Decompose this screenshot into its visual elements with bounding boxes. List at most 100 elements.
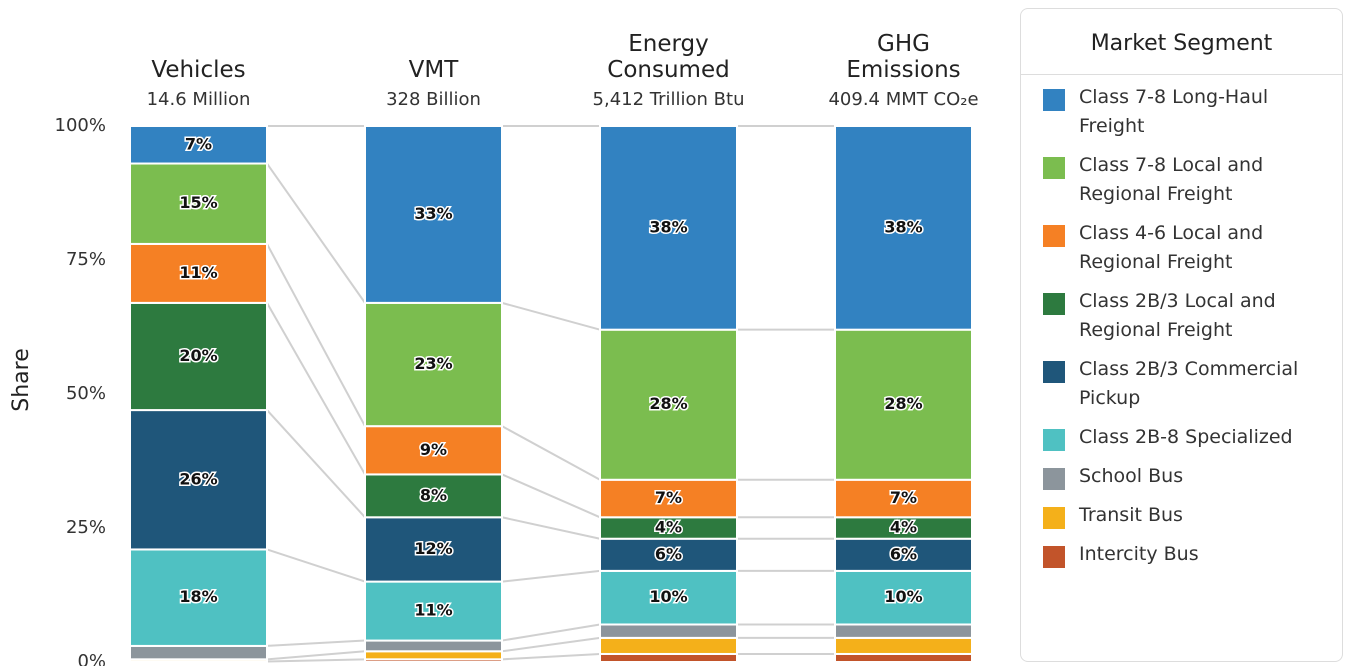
legend-label: School Bus xyxy=(1079,465,1184,487)
data-label: 10% xyxy=(649,587,687,606)
data-label: 8% xyxy=(420,485,447,504)
legend-swatch xyxy=(1043,546,1065,568)
bar-segment xyxy=(599,537,738,572)
category-subtitle: 14.6 Million xyxy=(146,89,251,110)
data-label: 7% xyxy=(655,488,682,507)
connector xyxy=(266,639,366,647)
bar-segment xyxy=(129,409,268,551)
data-label: 12% xyxy=(414,539,452,558)
legend-swatch xyxy=(1043,157,1065,179)
category-label: VMT xyxy=(408,57,459,83)
category-header: Energy Consumed 5,412 Trillion Btu xyxy=(574,10,764,110)
y-tick-label: 75% xyxy=(66,249,106,270)
data-label: 20% xyxy=(179,346,217,365)
connector xyxy=(266,302,366,475)
legend-item: Intercity Bus xyxy=(1043,543,1342,569)
bar-segment xyxy=(834,125,973,331)
bar-segment xyxy=(129,301,268,412)
connector xyxy=(266,162,366,304)
legend-label: Intercity Bus xyxy=(1079,543,1199,565)
data-label: 4% xyxy=(890,518,917,537)
data-label: 7% xyxy=(890,488,917,507)
bar-segment xyxy=(599,328,738,481)
legend-label: Class 2B/3 Local and Regional Freight xyxy=(1079,290,1276,341)
legend-swatch xyxy=(1043,468,1065,490)
chart: Share 0% 25% 50% 75% 100% 18% 11% 10% 10% 26% 12% 6… xyxy=(9,115,973,666)
data-label: 33% xyxy=(414,204,452,223)
legend-swatch xyxy=(1043,507,1065,529)
y-tick-label: 0% xyxy=(77,651,106,666)
connector xyxy=(266,650,366,661)
legend-swatch xyxy=(1043,429,1065,451)
category-subtitle: 328 Billion xyxy=(386,89,481,110)
data-label: 4% xyxy=(655,518,682,537)
connector xyxy=(501,425,601,481)
bar-segment xyxy=(129,162,268,245)
legend-title: Market Segment xyxy=(1021,9,1342,75)
data-label: 6% xyxy=(655,544,682,563)
bar-segment xyxy=(599,125,738,331)
data-label: 26% xyxy=(179,469,217,488)
category-label: GHG Emissions xyxy=(846,31,961,83)
bar-segment xyxy=(364,425,503,476)
data-label: 9% xyxy=(420,440,447,459)
legend-label: Class 7-8 Long-Haul Freight xyxy=(1079,86,1269,137)
data-label: 28% xyxy=(649,394,687,413)
legend-swatch xyxy=(1043,89,1065,111)
bar-segment xyxy=(834,636,973,655)
legend: Market Segment Class 7-8 Long-Haul Freig… xyxy=(1020,8,1343,662)
data-label: 38% xyxy=(884,217,922,236)
connector xyxy=(501,623,601,642)
bar-segment xyxy=(364,516,503,583)
connector xyxy=(501,636,601,653)
legend-item: Class 2B/3 Local and Regional Freight xyxy=(1043,290,1342,345)
category-subtitle: 409.4 MMT CO₂e xyxy=(828,89,979,110)
category-label: Energy Consumed xyxy=(607,31,730,83)
legend-item: School Bus xyxy=(1043,465,1342,491)
data-label: 18% xyxy=(179,587,217,606)
legend-label: Class 2B/3 Commercial Pickup xyxy=(1079,358,1299,409)
bar-segment xyxy=(599,636,738,655)
data-label: 38% xyxy=(649,217,687,236)
legend-item: Class 7-8 Long-Haul Freight xyxy=(1043,86,1342,141)
bar-segment xyxy=(129,548,268,647)
bar-segment xyxy=(599,623,738,639)
legend-item: Class 4-6 Local and Regional Freight xyxy=(1043,222,1342,277)
data-label: 11% xyxy=(414,601,452,620)
bar-segment xyxy=(364,125,503,304)
category-header: GHG Emissions 409.4 MMT CO₂e xyxy=(809,10,999,110)
bar-segment xyxy=(834,478,973,519)
connector xyxy=(501,473,601,519)
category-header: Vehicles 14.6 Million xyxy=(104,10,294,110)
bar-segment xyxy=(364,639,503,653)
legend-label: Class 2B-8 Specialized xyxy=(1079,426,1293,448)
data-label: 23% xyxy=(414,354,452,373)
y-axis-label: Share xyxy=(9,348,34,412)
connectors xyxy=(266,125,835,663)
bar-segment xyxy=(834,652,973,664)
connector xyxy=(501,301,601,331)
category-label: Vehicles xyxy=(151,57,246,83)
connector xyxy=(501,652,601,661)
bar-segment xyxy=(364,301,503,428)
connector xyxy=(501,516,601,540)
connector xyxy=(266,243,366,427)
category-header: VMT 328 Billion xyxy=(339,10,529,110)
legend-label: Class 7-8 Local and Regional Freight xyxy=(1079,154,1264,205)
data-label: 7% xyxy=(185,134,212,153)
bar-segment xyxy=(364,650,503,661)
y-tick-label: 100% xyxy=(55,115,106,136)
data-label: 28% xyxy=(884,394,922,413)
connector xyxy=(266,409,366,518)
legend-item: Class 2B/3 Commercial Pickup xyxy=(1043,358,1342,413)
connector xyxy=(266,658,366,663)
bar-segment xyxy=(129,644,268,661)
legend-swatch xyxy=(1043,293,1065,315)
bar-segment xyxy=(129,125,268,165)
data-label: 10% xyxy=(884,587,922,606)
bar-segment xyxy=(834,623,973,639)
data-label: 6% xyxy=(890,544,917,563)
legend-label: Transit Bus xyxy=(1079,504,1183,526)
legend-swatch xyxy=(1043,361,1065,383)
